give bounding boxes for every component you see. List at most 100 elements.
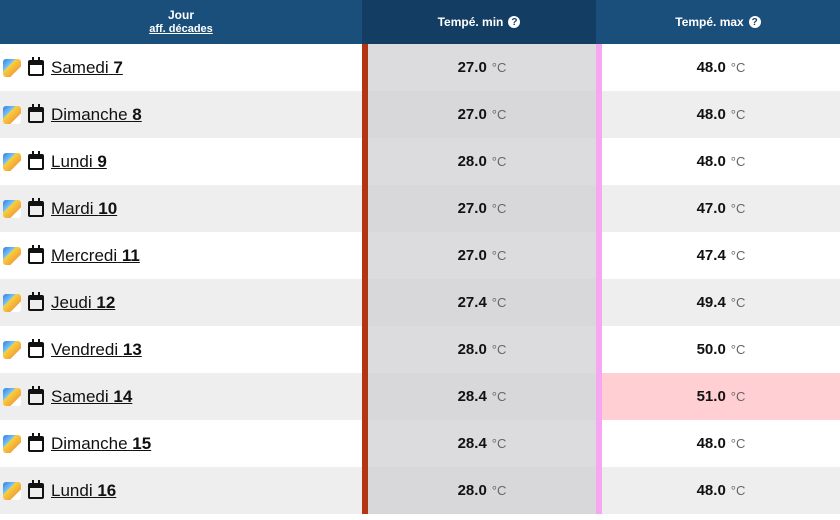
calendar-icon[interactable]	[28, 150, 44, 170]
header-max: Tempé. max ?	[596, 0, 840, 44]
max-value: 50.0	[696, 341, 726, 358]
day-name: Dimanche	[51, 433, 128, 453]
weather-map-icon[interactable]	[3, 340, 21, 359]
day-name: Jeudi	[51, 292, 92, 312]
max-color-bar	[596, 420, 602, 467]
min-cell: 28.4 °C	[368, 420, 596, 467]
weather-map-icon[interactable]	[3, 434, 21, 453]
min-color-bar	[362, 138, 368, 185]
min-value: 28.0	[457, 482, 487, 499]
min-cell: 28.0 °C	[368, 326, 596, 373]
max-value: 47.0	[696, 200, 726, 217]
help-icon[interactable]: ?	[508, 16, 521, 28]
min-cell: 27.0 °C	[368, 185, 596, 232]
min-color-bar	[362, 91, 368, 138]
day-cell: Samedi 14	[0, 373, 362, 420]
min-color-bar	[362, 326, 368, 373]
day-link[interactable]: Mercredi 11	[51, 246, 140, 266]
max-value: 48.0	[696, 59, 726, 76]
max-color-bar	[596, 185, 602, 232]
max-value: 51.0	[696, 388, 726, 405]
table-row: Samedi 7 27.0 °C 48.0 °C	[0, 44, 840, 91]
day-link[interactable]: Dimanche 8	[51, 105, 142, 125]
day-number: 8	[132, 104, 142, 124]
calendar-icon[interactable]	[28, 197, 44, 217]
max-cell: 47.4 °C	[602, 232, 840, 279]
min-value: 27.0	[457, 106, 487, 123]
day-number: 14	[113, 386, 133, 406]
min-color-bar	[362, 185, 368, 232]
unit-label: °C	[491, 436, 507, 451]
header-max-label: Tempé. max	[675, 15, 744, 29]
min-value: 27.0	[457, 59, 487, 76]
weather-map-icon[interactable]	[3, 105, 21, 124]
unit-label: °C	[730, 248, 746, 263]
calendar-icon[interactable]	[28, 244, 44, 264]
min-color-bar	[362, 44, 368, 91]
max-value: 48.0	[696, 482, 726, 499]
min-color-bar	[362, 467, 368, 514]
unit-label: °C	[730, 483, 746, 498]
calendar-icon[interactable]	[28, 432, 44, 452]
weather-map-icon[interactable]	[3, 199, 21, 218]
min-value: 27.4	[457, 294, 487, 311]
table-row: Dimanche 8 27.0 °C 48.0 °C	[0, 91, 840, 138]
table-row: Vendredi 13 28.0 °C 50.0 °C	[0, 326, 840, 373]
min-color-bar	[362, 420, 368, 467]
day-cell: Jeudi 12	[0, 279, 362, 326]
min-cell: 28.0 °C	[368, 138, 596, 185]
calendar-icon[interactable]	[28, 338, 44, 358]
unit-label: °C	[491, 248, 507, 263]
day-link[interactable]: Lundi 16	[51, 481, 116, 501]
day-number: 15	[132, 433, 152, 453]
day-link[interactable]: Dimanche 15	[51, 434, 151, 454]
min-cell: 27.4 °C	[368, 279, 596, 326]
max-color-bar	[596, 279, 602, 326]
day-link[interactable]: Mardi 10	[51, 199, 117, 219]
calendar-icon[interactable]	[28, 385, 44, 405]
max-color-bar	[596, 373, 602, 420]
weather-map-icon[interactable]	[3, 246, 21, 265]
day-cell: Vendredi 13	[0, 326, 362, 373]
unit-label: °C	[730, 154, 746, 169]
decades-link[interactable]: aff. décades	[149, 23, 213, 35]
header-jour-label: Jour	[167, 8, 194, 22]
day-link[interactable]: Samedi 14	[51, 387, 132, 407]
weather-map-icon[interactable]	[3, 481, 21, 500]
weather-map-icon[interactable]	[3, 293, 21, 312]
calendar-icon[interactable]	[28, 291, 44, 311]
day-cell: Lundi 16	[0, 467, 362, 514]
max-cell: 48.0 °C	[602, 467, 840, 514]
unit-label: °C	[491, 60, 507, 75]
day-name: Dimanche	[51, 104, 128, 124]
min-cell: 28.0 °C	[368, 467, 596, 514]
day-link[interactable]: Vendredi 13	[51, 340, 142, 360]
day-name: Lundi	[51, 480, 93, 500]
max-color-bar	[596, 467, 602, 514]
day-number: 11	[121, 245, 140, 265]
weather-map-icon[interactable]	[3, 152, 21, 171]
help-icon[interactable]: ?	[748, 16, 761, 28]
weather-map-icon[interactable]	[3, 387, 21, 406]
day-name: Samedi	[51, 57, 109, 77]
day-name: Mardi	[51, 198, 94, 218]
table-row: Dimanche 15 28.4 °C 48.0 °C	[0, 420, 840, 467]
unit-label: °C	[491, 154, 507, 169]
table-body: Samedi 7 27.0 °C 48.0 °C Dimanche 8 27.0 °C 48.0…	[0, 44, 840, 514]
day-link[interactable]: Jeudi 12	[51, 293, 115, 313]
day-cell: Samedi 7	[0, 44, 362, 91]
day-link[interactable]: Lundi 9	[51, 152, 107, 172]
min-color-bar	[362, 373, 368, 420]
calendar-icon[interactable]	[28, 56, 44, 76]
calendar-icon[interactable]	[28, 479, 44, 499]
unit-label: °C	[730, 107, 746, 122]
unit-label: °C	[491, 295, 507, 310]
day-link[interactable]: Samedi 7	[51, 58, 123, 78]
min-cell: 27.0 °C	[368, 91, 596, 138]
day-number: 9	[97, 151, 107, 171]
min-value: 28.0	[457, 153, 487, 170]
calendar-icon[interactable]	[28, 103, 44, 123]
unit-label: °C	[730, 201, 746, 216]
weather-map-icon[interactable]	[3, 58, 21, 77]
